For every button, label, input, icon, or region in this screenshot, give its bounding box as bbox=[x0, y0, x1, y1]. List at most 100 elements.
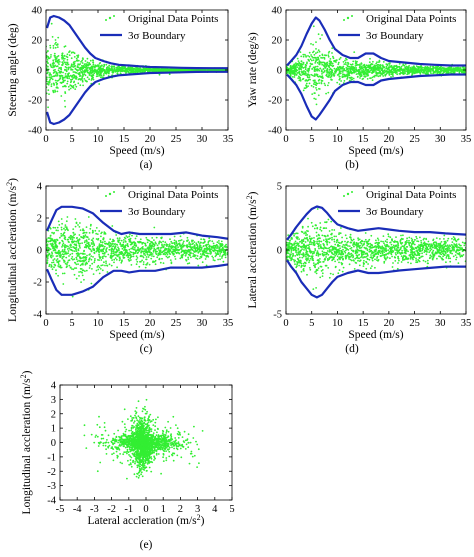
data-point bbox=[95, 269, 98, 272]
data-point bbox=[130, 251, 133, 254]
data-point bbox=[127, 256, 129, 259]
data-point bbox=[327, 55, 330, 58]
data-point bbox=[293, 65, 295, 68]
data-point bbox=[57, 220, 60, 223]
figure-caption-b: (b) bbox=[345, 159, 359, 171]
data-point bbox=[459, 70, 462, 72]
data-point bbox=[71, 78, 74, 81]
data-point bbox=[110, 257, 112, 259]
data-point bbox=[366, 74, 369, 77]
data-point bbox=[366, 70, 369, 73]
data-point bbox=[193, 255, 196, 258]
data-point bbox=[79, 270, 82, 273]
data-point bbox=[429, 65, 432, 68]
y-axis-label: Longitudinal accleration (m/s2) bbox=[5, 178, 20, 322]
data-point bbox=[416, 68, 418, 71]
data-point bbox=[96, 69, 99, 72]
data-point bbox=[169, 245, 172, 248]
data-point bbox=[164, 241, 167, 244]
y-tick-label: -40 bbox=[268, 126, 282, 137]
data-point bbox=[369, 63, 372, 66]
data-point bbox=[93, 72, 96, 75]
data-point bbox=[205, 247, 208, 250]
data-point bbox=[302, 67, 304, 69]
data-point bbox=[50, 66, 53, 68]
data-point bbox=[325, 92, 327, 95]
data-point bbox=[126, 236, 129, 239]
data-point bbox=[194, 250, 197, 253]
data-point bbox=[55, 41, 57, 44]
data-point bbox=[71, 295, 74, 298]
data-point bbox=[351, 78, 354, 81]
data-point bbox=[67, 67, 70, 70]
data-point bbox=[416, 71, 418, 74]
data-point bbox=[348, 74, 351, 77]
data-point bbox=[300, 68, 302, 71]
data-point bbox=[61, 58, 64, 60]
data-point bbox=[82, 70, 84, 72]
data-point bbox=[339, 77, 341, 80]
data-point bbox=[66, 56, 69, 59]
data-point bbox=[82, 65, 85, 67]
data-point bbox=[310, 63, 313, 66]
data-point bbox=[143, 242, 146, 245]
data-point bbox=[122, 254, 124, 257]
data-point bbox=[103, 261, 105, 264]
data-point bbox=[203, 249, 206, 252]
data-point bbox=[353, 51, 356, 53]
data-point bbox=[75, 68, 78, 71]
data-point bbox=[64, 262, 67, 265]
data-point bbox=[118, 257, 121, 259]
data-point bbox=[318, 88, 321, 90]
data-point bbox=[58, 249, 60, 252]
data-point bbox=[332, 74, 334, 76]
data-point bbox=[387, 70, 390, 73]
data-point bbox=[135, 235, 138, 238]
data-point bbox=[136, 67, 139, 70]
data-point bbox=[50, 265, 53, 268]
data-point bbox=[327, 84, 329, 87]
data-point bbox=[138, 70, 141, 73]
data-point bbox=[163, 243, 166, 246]
data-point bbox=[72, 63, 75, 66]
data-point bbox=[201, 250, 204, 253]
data-point bbox=[181, 243, 184, 246]
data-point bbox=[101, 257, 104, 260]
data-point bbox=[98, 230, 101, 232]
data-point bbox=[71, 241, 74, 244]
data-point bbox=[64, 92, 67, 94]
data-point bbox=[199, 253, 202, 255]
data-point bbox=[168, 252, 171, 255]
data-point bbox=[113, 261, 115, 264]
data-point bbox=[128, 66, 131, 69]
data-point bbox=[76, 260, 79, 263]
data-point bbox=[71, 76, 73, 78]
data-point bbox=[295, 73, 298, 76]
data-point bbox=[127, 258, 130, 261]
data-point bbox=[86, 76, 89, 79]
data-point bbox=[81, 68, 83, 71]
data-point bbox=[390, 76, 392, 78]
data-point bbox=[81, 66, 84, 69]
data-point bbox=[347, 74, 349, 77]
data-point bbox=[342, 69, 344, 72]
data-point bbox=[218, 69, 221, 71]
data-point bbox=[120, 261, 123, 264]
data-point bbox=[64, 105, 67, 108]
data-point bbox=[52, 44, 55, 47]
data-point bbox=[338, 70, 341, 73]
data-point bbox=[94, 68, 96, 71]
data-point bbox=[161, 244, 164, 247]
data-point bbox=[315, 84, 318, 87]
figure-caption-a: (a) bbox=[140, 159, 153, 171]
data-point bbox=[431, 69, 434, 72]
data-point bbox=[397, 69, 400, 72]
data-point bbox=[109, 238, 112, 241]
data-point bbox=[162, 253, 165, 256]
data-point bbox=[304, 63, 307, 66]
data-point bbox=[317, 68, 320, 71]
data-point bbox=[324, 67, 327, 69]
data-point bbox=[166, 248, 169, 250]
data-point bbox=[317, 49, 320, 52]
data-point bbox=[145, 258, 148, 261]
